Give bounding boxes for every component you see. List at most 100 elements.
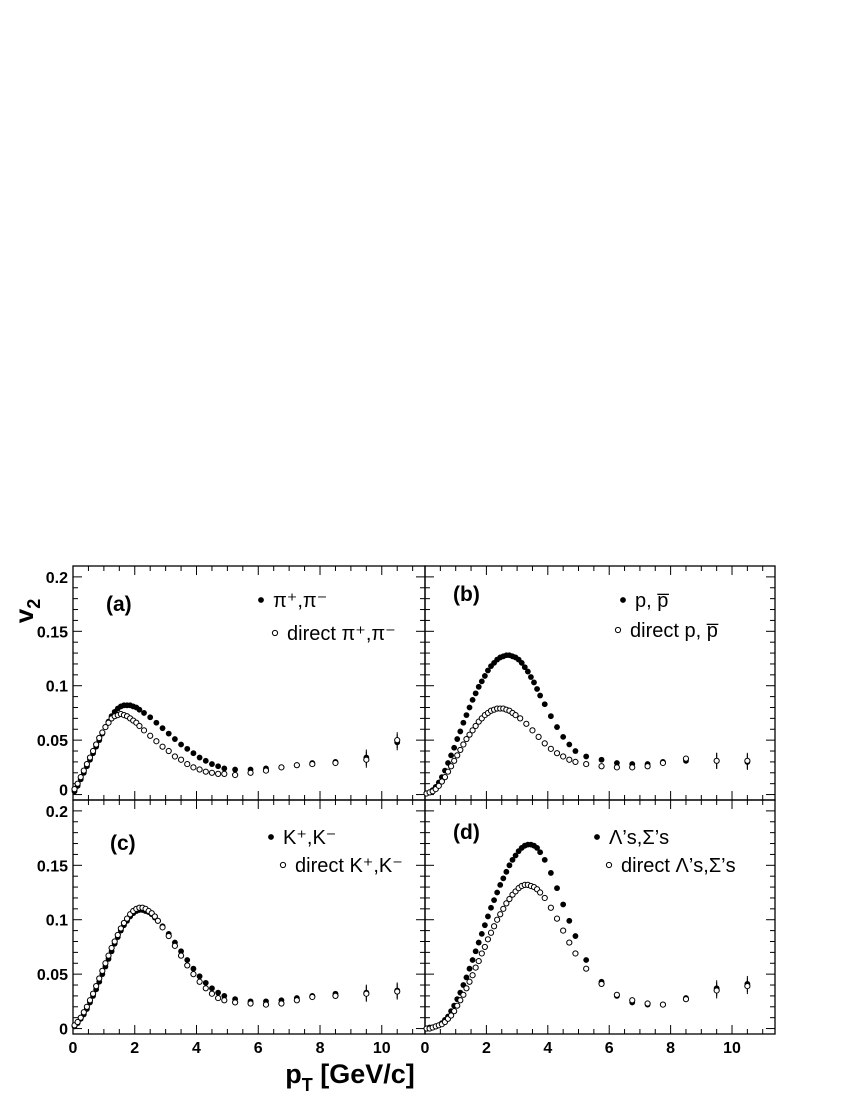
data-point-filled xyxy=(460,719,467,726)
data-point-open xyxy=(80,1009,87,1016)
data-point-open xyxy=(89,747,97,755)
data-point-open xyxy=(463,735,470,743)
data-point-filled xyxy=(537,692,544,699)
data-point-open xyxy=(262,1001,270,1008)
legend-marker-filled xyxy=(268,834,274,840)
legend-label: direct π⁺,π⁻ xyxy=(287,623,396,645)
panel-label: (c) xyxy=(110,832,136,855)
data-point-filled xyxy=(232,766,239,773)
data-point-open xyxy=(71,786,78,793)
data-point-open xyxy=(215,994,222,1002)
data-point-open xyxy=(494,916,501,923)
data-point-open xyxy=(713,757,720,764)
data-point-open xyxy=(487,929,495,936)
data-point-open xyxy=(140,727,148,734)
data-point-open xyxy=(80,767,87,774)
x-tick-label: 2 xyxy=(482,1040,491,1057)
data-point-open xyxy=(451,1008,458,1015)
data-point-open xyxy=(659,759,667,767)
data-point-open xyxy=(105,719,112,726)
data-point-open xyxy=(523,720,530,727)
data-point-open xyxy=(171,942,178,949)
data-point-filled xyxy=(488,904,494,911)
data-point-open xyxy=(517,715,524,722)
data-point-filled xyxy=(512,852,519,859)
data-point-open xyxy=(457,746,464,754)
data-point-open xyxy=(598,763,605,770)
data-point-open xyxy=(196,978,203,985)
legend-marker-filled xyxy=(594,834,600,840)
data-point-filled xyxy=(534,844,540,851)
data-point-filled xyxy=(560,901,567,908)
panel-c: 0 2 4 6 8 10 0 0.05 0.1 0.15 0.2 (c) K⁺,K⁻ direct K⁺,… xyxy=(37,799,426,1057)
data-point-open xyxy=(190,764,197,771)
data-point-open xyxy=(77,1014,84,1021)
data-point-open xyxy=(469,972,476,979)
data-point-filled xyxy=(481,922,488,929)
x-tick-label: 0 xyxy=(69,1040,78,1057)
data-point-filled xyxy=(598,756,605,763)
x-tick-label: 10 xyxy=(723,1040,741,1057)
data-point-open xyxy=(583,965,590,972)
data-point-filled xyxy=(547,870,554,876)
data-point-filled xyxy=(184,745,191,752)
data-point-open xyxy=(566,756,573,763)
panel-b: (b) p, p̅ direct p, p̅ xyxy=(423,565,776,801)
data-point-open xyxy=(96,734,103,742)
data-point-filled xyxy=(196,973,203,980)
data-point-open xyxy=(153,738,160,745)
data-point-open xyxy=(560,927,567,934)
data-point-open xyxy=(247,1000,254,1007)
data-point-filled xyxy=(475,939,482,946)
data-point-filled xyxy=(497,881,504,888)
data-point-filled xyxy=(178,948,184,955)
data-point-filled xyxy=(554,724,560,730)
data-point-open xyxy=(154,917,162,924)
data-point-filled xyxy=(503,868,510,875)
x-axis-title: pT [GeV/c] xyxy=(285,1059,415,1095)
data-point-filled xyxy=(184,957,191,963)
data-point-open xyxy=(93,741,100,748)
data-point-open xyxy=(503,900,510,907)
data-point-open xyxy=(159,743,166,750)
data-point-open xyxy=(457,997,464,1004)
data-point-open xyxy=(466,978,473,985)
x-axis-title-main: p xyxy=(285,1059,302,1089)
data-point-open xyxy=(744,757,751,764)
x-axis-title-rest: [GeV/c] xyxy=(313,1059,415,1089)
data-point-open xyxy=(537,889,544,896)
data-point-open xyxy=(215,770,222,777)
data-point-open xyxy=(490,923,498,930)
y-tick-label: 0.15 xyxy=(37,858,68,875)
data-point-filled xyxy=(583,753,590,760)
data-point-filled xyxy=(475,683,482,690)
data-point-filled xyxy=(209,761,215,767)
legend-marker-open xyxy=(605,861,613,869)
data-point-open xyxy=(278,1000,285,1007)
x-tick-label: 10 xyxy=(373,1040,391,1057)
data-point-open xyxy=(102,723,109,731)
data-point-open xyxy=(441,774,449,781)
data-point-open xyxy=(394,988,401,995)
data-point-filled xyxy=(466,965,473,972)
data-point-open xyxy=(278,764,285,771)
data-point-filled xyxy=(141,710,147,716)
data-point-filled xyxy=(547,713,554,720)
data-point-open xyxy=(512,712,519,719)
data-point-open xyxy=(102,960,109,967)
data-point-open xyxy=(529,727,536,734)
data-point-filled xyxy=(202,979,209,986)
data-point-filled xyxy=(165,730,172,737)
data-point-open xyxy=(481,943,488,951)
data-point-open xyxy=(500,905,507,912)
data-point-filled xyxy=(463,712,470,719)
data-point-filled xyxy=(466,704,473,711)
y-axis-title-sub: 2 xyxy=(24,599,44,609)
data-point-open xyxy=(363,990,370,997)
panel-label: (a) xyxy=(106,593,132,616)
data-point-open xyxy=(74,780,81,787)
data-point-open xyxy=(247,769,254,776)
data-point-open xyxy=(165,932,172,940)
data-point-open xyxy=(74,1018,81,1026)
